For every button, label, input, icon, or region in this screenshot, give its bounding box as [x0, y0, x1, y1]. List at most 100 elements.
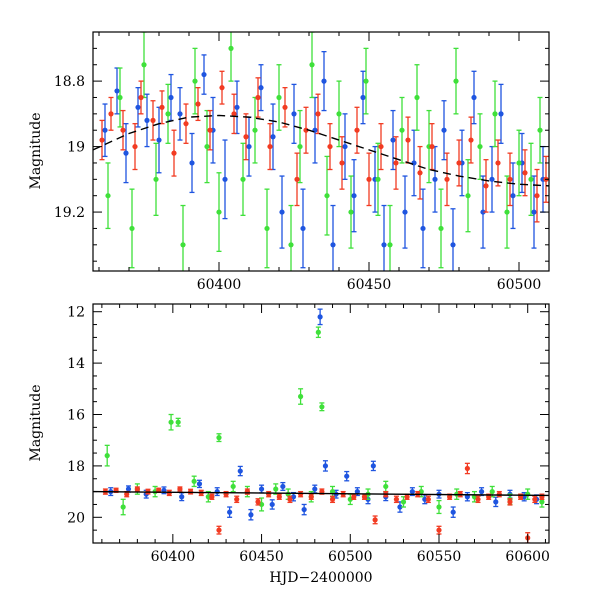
top-panel-blue-point [330, 242, 336, 248]
bottom-panel-x-tick-label: 60600 [505, 549, 550, 565]
top-panel-green-point [240, 176, 246, 182]
top-panel-blue-point [279, 209, 285, 215]
top-panel-green-point [387, 242, 393, 248]
top-panel-red-point [267, 143, 273, 150]
bottom-panel-red-point [124, 491, 130, 497]
top-panel-red-point [132, 143, 138, 150]
bottom-panel-blue-point [179, 494, 185, 500]
bottom-panel-green-point [329, 489, 336, 495]
top-panel-red-point [429, 143, 435, 150]
top-panel-red-point [378, 143, 384, 150]
bottom-panel-blue-point [493, 499, 499, 505]
bottom-panel-green-point [319, 404, 325, 410]
top-panel-red-point [99, 137, 105, 143]
top-panel-blue-point [291, 111, 297, 117]
top-panel-red-point [171, 150, 177, 156]
top-panel-blue-point [270, 134, 276, 140]
bottom-panel-red-point [255, 499, 261, 505]
bottom-panel-blue-point [301, 506, 307, 513]
bottom-panel-marks [93, 308, 549, 543]
top-panel-blue-point [102, 127, 108, 133]
top-panel-blue-point [300, 225, 306, 232]
top-panel-red-point [294, 176, 300, 182]
top-panel-ticks: 60400 60450 60500 18.8 19 19.2 [54, 31, 550, 293]
top-panel-red-point [159, 104, 165, 110]
top-panel-blue-point [156, 137, 162, 143]
top-panel-green-point [399, 127, 405, 133]
top-panel-blue-point [432, 176, 438, 182]
bottom-panel-blue-point [214, 489, 220, 495]
bottom-panel-green-point [315, 329, 321, 335]
bottom-panel-blue-point [317, 314, 323, 320]
top-panel-green-point [465, 193, 471, 199]
bottom-panel-red-point [447, 494, 453, 500]
top-panel-green-point [537, 127, 543, 133]
top-panel-red-point [456, 160, 462, 166]
bottom-panel-red-point [234, 496, 240, 502]
bottom-panel-red-point [436, 527, 442, 533]
bottom-panel-red-point [532, 496, 538, 502]
bottom-panel-blue-point [312, 486, 318, 492]
bottom-panel-red-point [361, 494, 368, 500]
top-panel-red-point [315, 111, 321, 117]
top-panel-blue-point [144, 117, 150, 123]
bottom-panel-blue-point [248, 512, 254, 518]
top-panel-green-point [348, 209, 354, 215]
top-panel-blue-point [360, 94, 366, 101]
bottom-panel-y-tick-label: 18 [67, 459, 85, 475]
top-panel-x-tick-label: 60500 [497, 277, 542, 293]
bottom-panel-frame [92, 303, 550, 544]
top-panel-green-point [141, 62, 147, 68]
top-panel-blue-point [471, 94, 477, 101]
bottom-panel-red-point [266, 491, 272, 497]
top-panel-red-point [303, 127, 309, 133]
top-panel-green-point [492, 111, 498, 117]
top-panel-red-point [207, 127, 213, 133]
bottom-panel-red-point [475, 496, 481, 502]
top-panel-blue-point [390, 137, 396, 143]
bottom-panel-blue-point [280, 483, 286, 490]
top-panel-blue-point [402, 209, 408, 215]
top-panel-blue-point [531, 209, 537, 215]
top-panel-green-point [204, 143, 210, 150]
top-panel-blue-point [510, 193, 516, 199]
bottom-panel-red-point [425, 496, 431, 502]
bottom-panel-ticks: 60400 60450 60500 60550 60600 12 14 16 18 20 [67, 304, 550, 565]
top-panel-red-point [243, 134, 249, 140]
bottom-panel: 60400 60450 60500 60550 60600 12 14 16 18 20 Magn… [28, 303, 550, 586]
top-panel-x-tick-label: 60400 [197, 277, 242, 293]
bottom-panel-green-point [175, 419, 181, 425]
top-panel-blue-point [189, 160, 195, 166]
bottom-panel-green-point [489, 489, 495, 495]
top-panel-green-point [288, 242, 294, 248]
top-panel-red-point [495, 160, 501, 166]
top-panel-blue-point [246, 143, 252, 150]
bottom-panel-red-point [297, 491, 304, 497]
top-panel-blue-point [342, 143, 348, 150]
top-panel-red-point [405, 137, 411, 143]
bottom-panel-red-point [507, 499, 513, 505]
top-panel-blue-point [135, 104, 141, 110]
bottom-panel-green-point [191, 478, 197, 484]
top-panel-green-point [264, 225, 270, 232]
top-panel-trend-line [93, 114, 549, 187]
top-panel-red-point [195, 101, 201, 107]
top-panel-green-point [309, 62, 315, 68]
top-panel-blue-point [351, 193, 357, 199]
bottom-panel-green-point [273, 486, 279, 492]
top-panel-blue-point [450, 242, 456, 248]
top-panel-blue-point [321, 78, 327, 84]
top-panel-red-point [183, 121, 189, 127]
bottom-panel-red-point [351, 494, 357, 500]
top-panel-blue-point [381, 242, 387, 248]
top-panel-red-point [339, 160, 345, 166]
top-panel-blue-point [498, 111, 504, 117]
top-panel-blue-point [201, 71, 207, 78]
top-panel-blue-point [168, 94, 174, 101]
top-panel-green-point [129, 225, 135, 232]
top-panel-red-point [327, 143, 333, 150]
top-panel-y-tick-label: 19.2 [54, 205, 85, 221]
top-panel-red-point [507, 176, 513, 182]
top-panel-green-point [438, 225, 444, 232]
